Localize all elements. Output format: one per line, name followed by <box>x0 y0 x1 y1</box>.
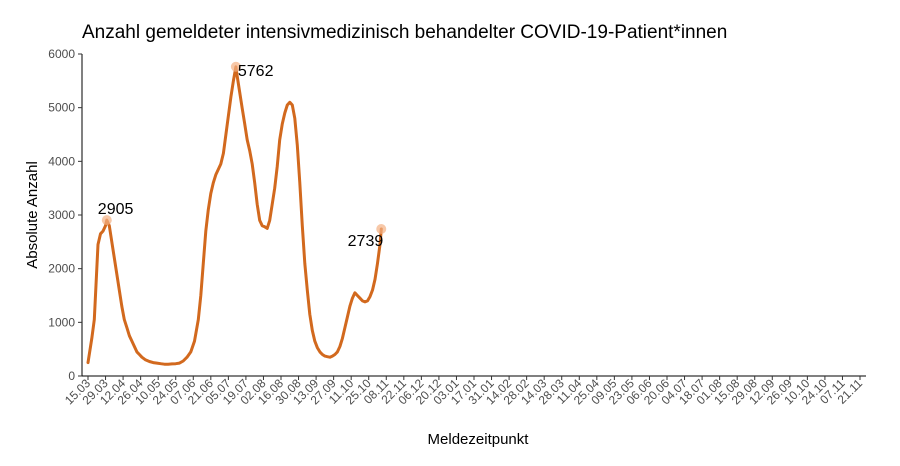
peak-marker <box>376 224 387 235</box>
x-axis: 15.0329.0312.0426.0410.0524.0507.0621.06… <box>62 375 866 407</box>
peak-marker <box>230 61 241 72</box>
data-label: 2905 <box>98 201 134 218</box>
plot-area <box>86 65 383 366</box>
y-tick-label: 2000 <box>48 262 75 276</box>
y-tick-label: 6000 <box>48 47 75 61</box>
data-labels: 2905 5762 2739 <box>98 61 387 250</box>
y-axis-label: Absolute Anzahl <box>24 161 41 269</box>
y-tick-label: 0 <box>68 369 75 383</box>
series-line <box>86 65 383 366</box>
y-tick-label: 4000 <box>48 154 75 168</box>
peak-marker <box>101 215 112 226</box>
data-label: 2739 <box>348 233 384 250</box>
y-tick-label: 3000 <box>48 208 75 222</box>
data-label: 5762 <box>238 63 274 80</box>
chart-title: Anzahl gemeldeter intensivmedizinisch be… <box>82 22 727 43</box>
y-tick-label: 5000 <box>48 101 75 115</box>
y-axis: 0 1000 2000 3000 4000 5000 6000 <box>48 47 83 383</box>
x-axis-label: Meldezeitpunkt <box>428 431 530 448</box>
y-tick-label: 1000 <box>48 315 75 329</box>
